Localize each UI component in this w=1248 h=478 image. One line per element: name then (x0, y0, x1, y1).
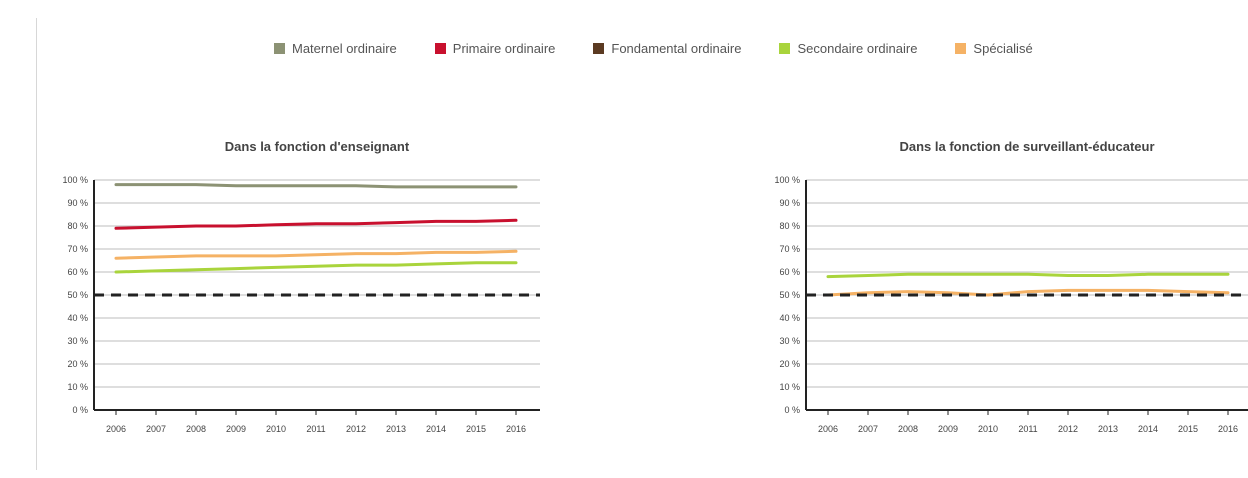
x-tick-enseignant-0: 2006 (106, 424, 126, 434)
legend-item-maternel: Maternel ordinaire (274, 41, 397, 56)
chart-enseignant-group: Dans la fonction d'enseignant 0 % 10 % 20 %… (62, 139, 540, 434)
y-tick-surveillant-0: 0 % (784, 405, 800, 415)
series-line-enseignant-primaire-ordinaire (114, 218, 518, 230)
y-tick-enseignant-1: 10 % (67, 382, 88, 392)
x-tick-surveillant-9: 2015 (1178, 424, 1198, 434)
left-divider (36, 18, 37, 470)
y-tick-surveillant-2: 20 % (779, 359, 800, 369)
x-tick-enseignant-9: 2015 (466, 424, 486, 434)
y-tick-surveillant-4: 40 % (779, 313, 800, 323)
chart-surveillant-group: Dans la fonction de surveillant-éducateu… (774, 139, 1248, 434)
chart-enseignant-title: Dans la fonction d'enseignant (225, 139, 410, 154)
legend-item-secondaire: Secondaire ordinaire (779, 41, 917, 56)
x-tick-enseignant-6: 2012 (346, 424, 366, 434)
y-tick-surveillant-5: 50 % (779, 290, 800, 300)
y-tick-surveillant-7: 70 % (779, 244, 800, 254)
y-tick-enseignant-10: 100 % (62, 175, 88, 185)
y-tick-surveillant-9: 90 % (779, 198, 800, 208)
y-tick-surveillant-1: 10 % (779, 382, 800, 392)
legend-label-primaire: Primaire ordinaire (452, 40, 556, 56)
legend-item-primaire: Primaire ordinaire (434, 40, 556, 56)
x-tick-enseignant-7: 2013 (386, 424, 406, 434)
x-tick-enseignant-10: 2016 (506, 424, 526, 434)
x-tick-surveillant-7: 2013 (1098, 424, 1118, 434)
legend-item-specialise: Spécialisé (955, 40, 1033, 56)
y-tick-enseignant-5: 50 % (67, 290, 88, 300)
y-tick-enseignant-8: 80 % (67, 221, 88, 231)
legend-label-secondaire: Secondaire ordinaire (797, 40, 918, 56)
x-tick-surveillant-5: 2011 (1018, 424, 1037, 434)
y-tick-enseignant-9: 90 % (67, 198, 88, 208)
legend-swatch-maternel (274, 42, 285, 54)
y-tick-surveillant-6: 60 % (779, 267, 800, 277)
y-tick-enseignant-4: 40 % (67, 313, 88, 323)
x-tick-enseignant-3: 2009 (226, 424, 246, 434)
legend-swatch-specialise (955, 42, 967, 54)
x-tick-surveillant-0: 2006 (818, 424, 838, 434)
x-tick-enseignant-5: 2011 (306, 424, 325, 434)
legend-item-fondamental: Fondamental ordinaire (593, 41, 741, 56)
y-tick-enseignant-0: 0 % (72, 405, 88, 415)
x-tick-surveillant-8: 2014 (1138, 424, 1158, 434)
y-tick-enseignant-7: 70 % (67, 244, 88, 254)
y-tick-enseignant-3: 30 % (67, 336, 88, 346)
legend-label-fondamental: Fondamental ordinaire (611, 40, 742, 56)
x-tick-surveillant-2: 2008 (898, 424, 918, 434)
y-tick-enseignant-2: 20 % (67, 359, 88, 369)
legend-swatch-primaire (434, 42, 446, 54)
y-tick-surveillant-8: 80 % (779, 221, 800, 231)
y-tick-surveillant-10: 100 % (774, 175, 800, 185)
legend-label-maternel: Maternel ordinaire (292, 40, 397, 56)
x-tick-surveillant-1: 2007 (858, 424, 878, 434)
x-tick-enseignant-2: 2008 (186, 424, 206, 434)
y-tick-enseignant-6: 60 % (67, 267, 88, 277)
x-tick-surveillant-10: 2016 (1218, 424, 1238, 434)
legend-swatch-fondamental (593, 42, 605, 54)
x-tick-surveillant-4: 2010 (978, 424, 998, 434)
series-line-surveillant-specialise (826, 288, 1230, 297)
series-line-enseignant-maternel-ordinaire (114, 183, 518, 189)
y-tick-surveillant-3: 30 % (779, 336, 800, 346)
chart-surveillant-title: Dans la fonction de surveillant-éducateu… (900, 139, 1155, 154)
x-tick-surveillant-3: 2009 (938, 424, 958, 434)
legend-label-specialise: Spécialisé (973, 40, 1033, 56)
x-tick-enseignant-8: 2014 (426, 424, 446, 434)
chart-legend: Maternel ordinaire Primaire ordinaire Fo… (274, 38, 1071, 58)
x-tick-enseignant-4: 2010 (266, 424, 286, 434)
legend-swatch-secondaire (779, 42, 791, 54)
series-line-enseignant-specialise (114, 249, 518, 260)
x-tick-enseignant-1: 2007 (146, 424, 166, 434)
series-line-surveillant-secondaire-ordinaire (826, 272, 1230, 279)
x-tick-surveillant-6: 2012 (1058, 424, 1078, 434)
series-line-enseignant-secondaire-ordinaire (114, 261, 518, 274)
